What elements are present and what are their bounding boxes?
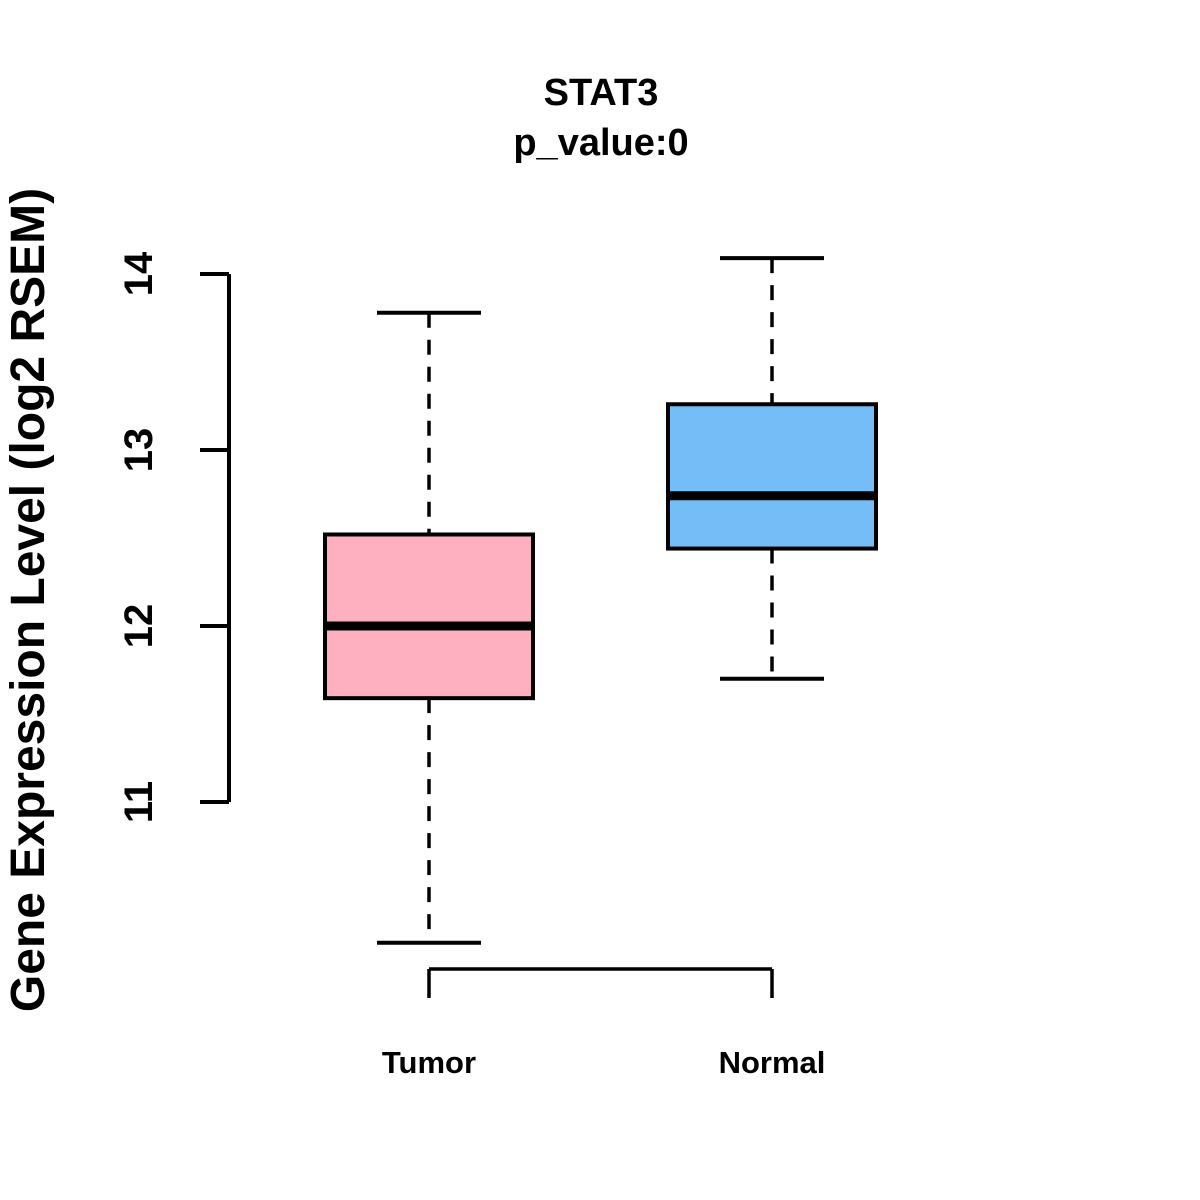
box-group-tumor	[323, 310, 535, 945]
y-tick-label: 11	[117, 781, 161, 823]
box-group-normal	[666, 256, 878, 681]
chart-subtitle: p_value:0	[513, 122, 688, 164]
x-category-label-tumor: Tumor	[382, 1045, 476, 1080]
y-axis-label: Gene Expression Level (log2 RSEM)	[2, 188, 55, 1012]
iqr-box-normal	[666, 402, 878, 551]
y-tick-label: 13	[117, 428, 161, 473]
box-series	[323, 256, 878, 945]
iqr-box-tumor	[323, 532, 535, 701]
y-tick-label: 14	[117, 251, 161, 296]
y-axis: 11 12 13 14	[117, 251, 231, 823]
y-tick-label: 12	[117, 604, 161, 649]
x-axis	[427, 967, 774, 998]
x-category-label-normal: Normal	[719, 1045, 826, 1080]
chart-title: STAT3	[544, 72, 659, 114]
